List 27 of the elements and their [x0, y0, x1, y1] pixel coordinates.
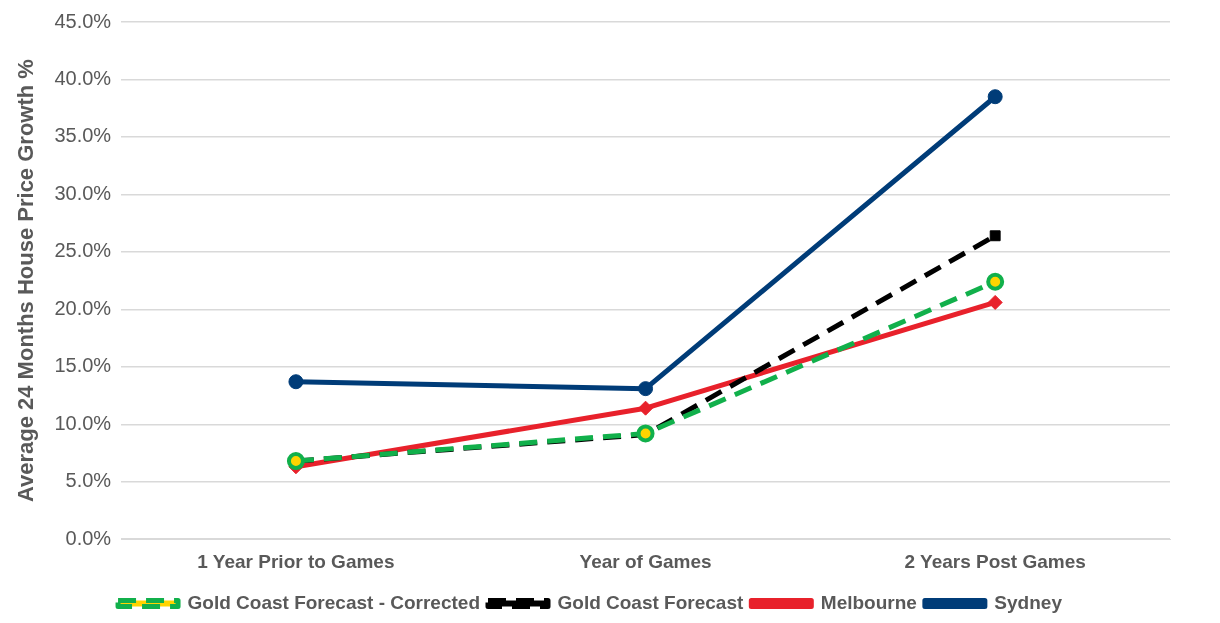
point [986, 272, 1005, 291]
point [638, 381, 654, 397]
point [989, 230, 1001, 242]
y-tick-label: 40.0% [54, 66, 112, 89]
y-tick-label: 0.0% [65, 526, 112, 549]
x-tick-label: Year of Games [579, 550, 712, 572]
point [987, 294, 1003, 310]
y-tick-label: 30.0% [54, 181, 112, 204]
legend-label: Melbourne [820, 591, 917, 613]
point [286, 452, 305, 471]
x-tick-label: 2 Years Post Games [904, 550, 1086, 572]
legend-label: Gold Coast Forecast [557, 591, 744, 613]
y-tick-label: 20.0% [54, 296, 112, 319]
point [987, 89, 1003, 105]
legend-label: Gold Coast Forecast - Corrected [187, 591, 480, 613]
y-axis-title: Average 24 Months House Price Growth % [13, 59, 39, 503]
y-tick-label: 45.0% [54, 9, 112, 32]
y-tick-label: 10.0% [54, 411, 112, 434]
point [636, 424, 655, 443]
y-tick-label: 35.0% [54, 124, 112, 147]
y-tick-label: 15.0% [54, 354, 112, 377]
point [638, 400, 654, 416]
x-tick-label: 1 Year Prior to Games [197, 550, 395, 572]
y-tick-label: 5.0% [65, 469, 112, 492]
point [288, 374, 304, 390]
legend-label: Sydney [994, 591, 1063, 613]
y-tick-label: 25.0% [54, 239, 112, 262]
